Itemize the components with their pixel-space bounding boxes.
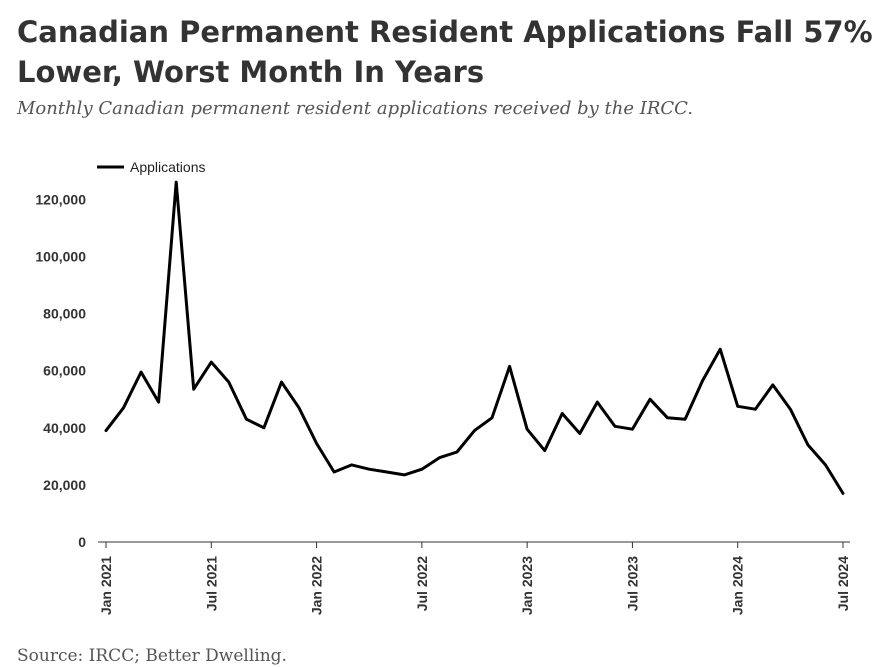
data-point: [613, 425, 616, 428]
data-point: [262, 426, 265, 429]
data-point: [491, 416, 494, 419]
data-point: [666, 416, 669, 419]
data-point: [227, 381, 230, 384]
data-point: [368, 468, 371, 471]
data-point: [473, 429, 476, 432]
data-point: [561, 412, 564, 415]
data-point: [175, 181, 178, 184]
data-point: [771, 383, 774, 386]
x-tick-label: Jul 2021: [203, 556, 219, 611]
data-point: [648, 398, 651, 401]
data-point: [684, 418, 687, 421]
data-point: [140, 371, 143, 374]
data-point: [385, 471, 388, 474]
data-point: [105, 429, 108, 432]
data-point: [192, 388, 195, 391]
y-axis: 0 20,000 40,000 60,000 80,000 100,000 120,000: [35, 191, 86, 550]
data-point: [543, 449, 546, 452]
data-point: [596, 401, 599, 404]
y-tick-label: 60,000: [43, 363, 86, 379]
data-point: [157, 401, 160, 404]
data-point: [789, 408, 792, 411]
chart-title: Canadian Permanent Resident Applications…: [17, 15, 873, 89]
y-tick-label: 100,000: [35, 248, 86, 264]
data-point: [280, 381, 283, 384]
x-tick-label: Jan 2022: [309, 556, 325, 615]
legend: Applications: [97, 159, 206, 175]
chart-subtitle: Monthly Canadian permanent resident appl…: [17, 98, 694, 119]
data-point: [455, 451, 458, 454]
data-point: [210, 361, 213, 364]
data-point: [122, 406, 125, 409]
x-tick-label: Jul 2023: [624, 556, 640, 611]
data-point: [333, 471, 336, 474]
plot-area: [104, 180, 845, 495]
x-tick-label: Jan 2023: [519, 556, 535, 615]
data-point: [508, 365, 511, 368]
y-tick-label: 0: [78, 534, 86, 550]
data-point: [403, 473, 406, 476]
data-point: [701, 379, 704, 382]
data-point: [350, 463, 353, 466]
data-point: [842, 492, 845, 495]
x-axis: Jan 2021 Jul 2021 Jan 2022 Jul 2022 Jan 2023…: [98, 541, 851, 615]
data-point: [631, 428, 634, 431]
x-tick-label: Jul 2022: [414, 556, 430, 611]
source-note: Source: IRCC; Better Dwelling.: [17, 646, 287, 666]
data-point: [420, 468, 423, 471]
data-point: [754, 408, 757, 411]
data-point: [526, 428, 529, 431]
data-point: [736, 405, 739, 408]
x-tick-label: Jul 2024: [835, 556, 851, 611]
y-tick-label: 80,000: [43, 306, 86, 322]
x-tick-label: Jan 2024: [730, 556, 746, 615]
legend-label: Applications: [130, 159, 206, 175]
data-point: [438, 456, 441, 459]
y-tick-label: 40,000: [43, 420, 86, 436]
data-point: [578, 432, 581, 435]
x-tick-label: Jan 2021: [98, 556, 114, 615]
data-point: [806, 443, 809, 446]
data-point: [824, 463, 827, 466]
data-point: [719, 348, 722, 351]
data-point: [315, 442, 318, 445]
y-tick-label: 20,000: [43, 477, 86, 493]
data-point: [245, 418, 248, 421]
y-tick-label: 120,000: [35, 191, 86, 207]
series-line-applications: [104, 180, 845, 495]
data-point: [298, 406, 301, 409]
